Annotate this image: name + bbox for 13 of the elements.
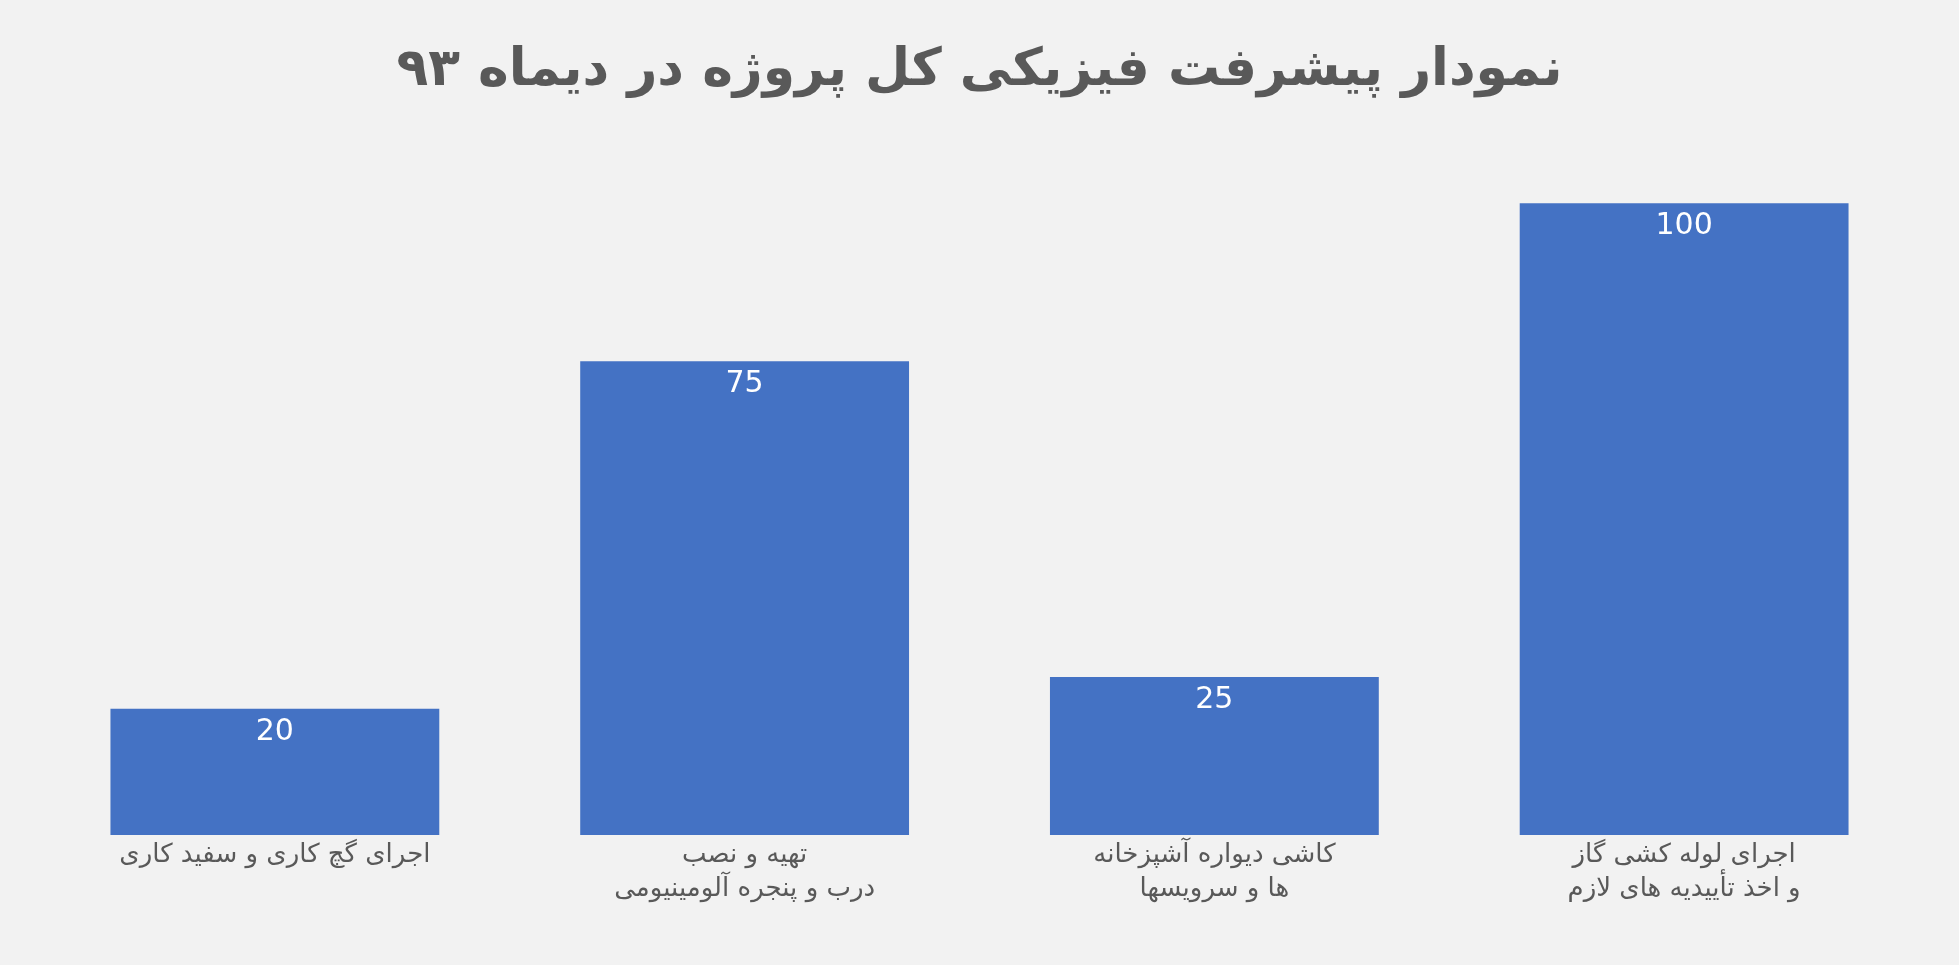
x-tick-label: کاشی دیواره آشپزخانه ها و سرویسها — [1093, 837, 1337, 903]
bar — [580, 361, 910, 835]
chart-title: نمودار پیشرفت فیزیکی کل پروژه در دیماه ۹۳ — [396, 36, 1563, 98]
x-tick-label: اجرای لوله کشی گاز و اخذ تأییدیه های لازم — [1567, 838, 1801, 903]
bar — [1519, 203, 1849, 835]
data-label: 20 — [255, 711, 294, 747]
x-tick-label: اجرای گچ کاری و سفید کاری — [119, 838, 431, 869]
data-label: 75 — [725, 364, 764, 400]
data-label: 25 — [1195, 680, 1234, 716]
data-label: 100 — [1655, 206, 1713, 242]
bar — [1049, 677, 1379, 835]
bar — [110, 708, 440, 835]
x-tick-label: تهیه و نصب درب و پنجره آلومینیومی — [614, 838, 876, 903]
